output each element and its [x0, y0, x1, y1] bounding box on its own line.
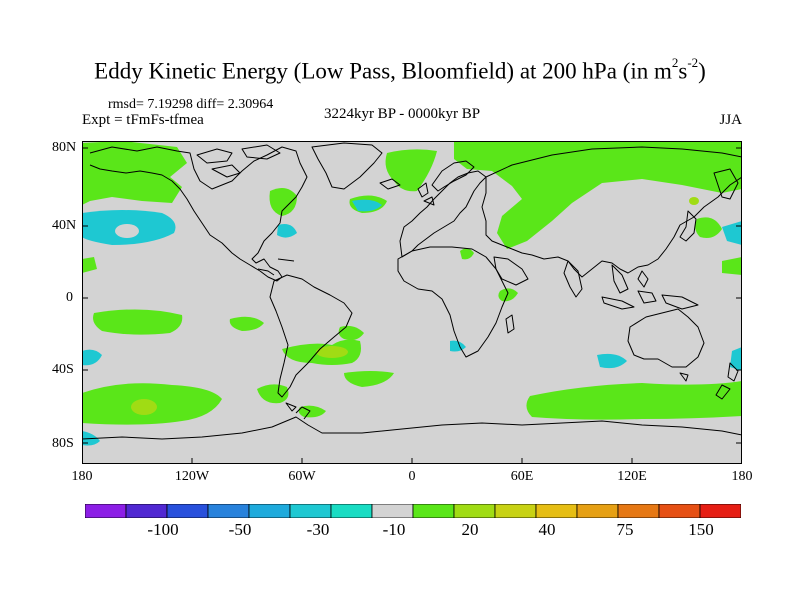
map-panel	[82, 141, 742, 464]
lon-label-120w: 120W	[174, 469, 210, 484]
colorbar-box	[248, 504, 291, 518]
lon-label-0: 0	[408, 469, 416, 484]
colorbar-box	[85, 504, 127, 518]
colorbar	[85, 504, 741, 518]
figure-title: Eddy Kinetic Energy (Low Pass, Bloomfiel…	[94, 55, 706, 84]
lat-label-eq: 0	[66, 290, 73, 305]
lat-label-80n: 80N	[52, 140, 77, 155]
season-label: JJA	[719, 112, 742, 128]
rmsd-diff-stats: rmsd= 7.19298 diff= 2.30964	[108, 97, 274, 112]
lon-label-180e: 180	[731, 469, 753, 484]
lon-label-120e: 120E	[617, 469, 647, 484]
colorbar-box	[412, 504, 455, 518]
colorbar-label: 75	[616, 520, 634, 539]
colorbar-label: 150	[688, 520, 714, 539]
strong-positive-regions	[131, 197, 699, 415]
lon-label-180w: 180	[71, 469, 93, 484]
colorbar-box	[371, 504, 414, 518]
colorbar-box	[658, 504, 701, 518]
colorbar-box	[289, 504, 332, 518]
colorbar-box	[125, 504, 168, 518]
coastlines	[82, 142, 742, 440]
colorbar-box	[576, 504, 619, 518]
zero-contour-hole	[115, 224, 139, 238]
colorbar-box	[617, 504, 660, 518]
colorbar-box	[207, 504, 250, 518]
colorbar-label: -30	[306, 520, 330, 539]
colorbar-box	[453, 504, 496, 518]
colorbar-box	[535, 504, 578, 518]
colorbar-box	[166, 504, 209, 518]
map-ticks	[82, 147, 742, 464]
colorbar-label: -50	[228, 520, 252, 539]
lat-label-40s: 40S	[52, 362, 74, 377]
colorbar-label: -10	[382, 520, 406, 539]
experiment-label: Expt = tFmFs-tfmea	[82, 112, 204, 128]
colorbar-label: -100	[147, 520, 179, 539]
lat-label-80s: 80S	[52, 436, 74, 451]
colorbar-box	[330, 504, 373, 518]
period-label: 3224kyr BP - 0000kyr BP	[323, 106, 481, 122]
colorbar-label: 20	[461, 520, 479, 539]
colorbar-box	[699, 504, 741, 518]
colorbar-box	[494, 504, 537, 518]
lon-label-60w: 60W	[288, 469, 316, 484]
lat-label-40n: 40N	[52, 218, 77, 233]
colorbar-label: 40	[538, 520, 556, 539]
lon-label-60e: 60E	[510, 469, 534, 484]
